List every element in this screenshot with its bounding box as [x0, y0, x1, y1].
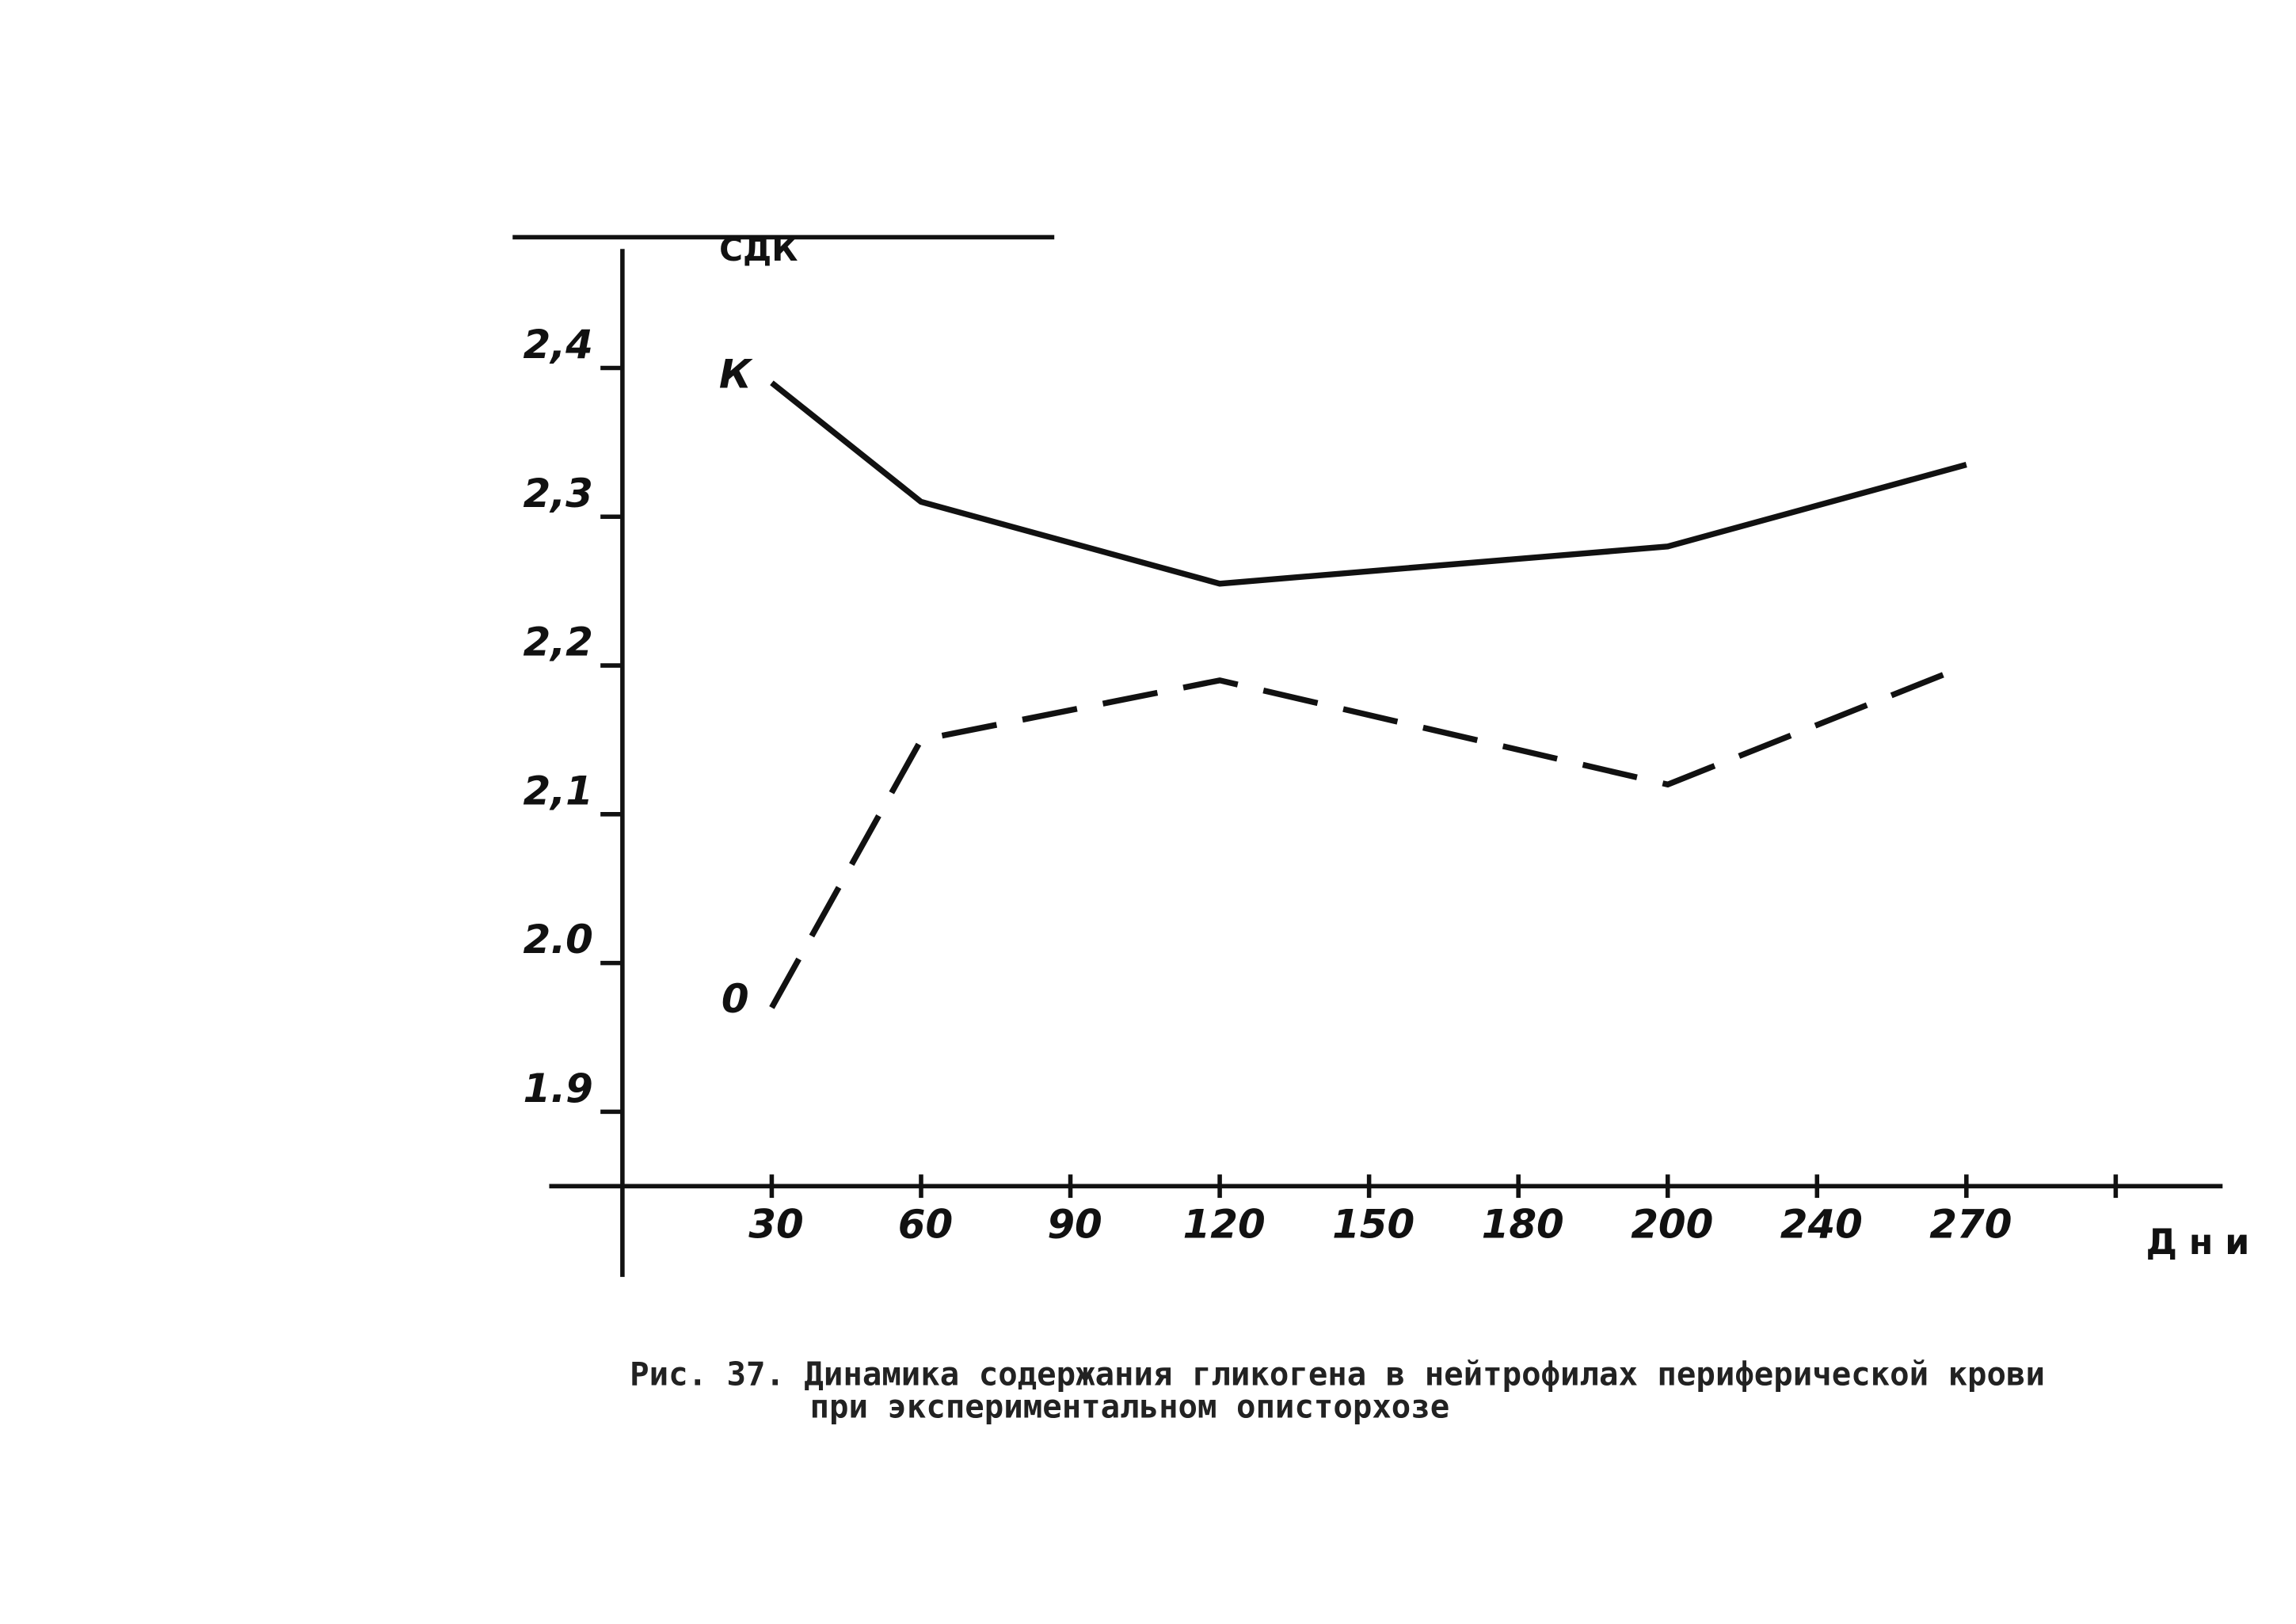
series-label: 0: [722, 976, 749, 1022]
x-tick-label: 270: [1929, 1202, 2012, 1248]
x-tick-label: 30: [748, 1202, 803, 1248]
series-line: [770, 380, 1967, 587]
x-tick-label: 60: [898, 1202, 953, 1248]
y-tick-label: 2,1: [524, 768, 593, 814]
series-label: К: [719, 351, 753, 397]
y-axis-label: СДК: [719, 231, 798, 269]
x-tick-label: 90: [1047, 1202, 1102, 1248]
x-axis-label: Дни: [2146, 1222, 2261, 1263]
x-tick-label: 180: [1482, 1202, 1564, 1248]
x-tick-label: 120: [1183, 1202, 1266, 1248]
series-line: [769, 662, 1968, 1009]
x-tick-label: 200: [1631, 1202, 1713, 1248]
y-tick-label: 2,3: [524, 471, 593, 517]
y-tick-label: 2.0: [524, 917, 593, 963]
caption: при экспериментальном описторхозе: [809, 1387, 1449, 1425]
y-tick-label: 2,2: [524, 619, 593, 665]
x-tick-label: 240: [1780, 1202, 1863, 1248]
y-tick-label: 2,4: [524, 322, 593, 368]
y-tick-label: 1.9: [524, 1066, 593, 1111]
x-tick-label: 150: [1332, 1202, 1415, 1248]
caption: Рис. 37. Динамика содержания гликогена в…: [630, 1355, 2045, 1393]
